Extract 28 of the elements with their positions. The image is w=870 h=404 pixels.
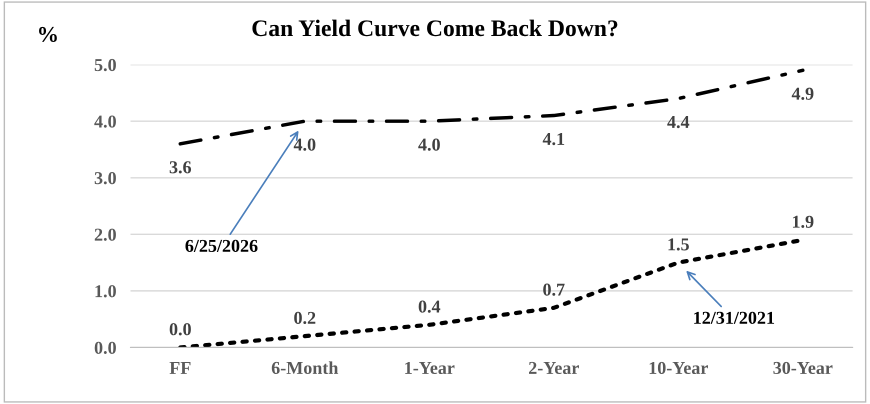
data-label: 4.0 bbox=[418, 138, 440, 151]
y-tick-label: 5.0 bbox=[94, 58, 116, 72]
y-axis-title: % bbox=[39, 26, 57, 42]
y-tick-label: 4.0 bbox=[94, 115, 116, 128]
data-label: 4.1 bbox=[542, 132, 564, 146]
data-label: 0.2 bbox=[294, 312, 316, 324]
y-tick-label: 1.0 bbox=[95, 285, 116, 298]
x-tick-label: 2-Year bbox=[528, 362, 579, 374]
x-tick-label: 6-Month bbox=[272, 361, 338, 374]
x-tick-label: 1-Year bbox=[405, 362, 454, 374]
text: 6/25/2026 bbox=[185, 240, 258, 252]
data-label: 1.5 bbox=[668, 238, 689, 251]
x-tick-label: 10-Year bbox=[650, 362, 708, 374]
y-tick-label: 3.0 bbox=[94, 172, 116, 184]
data-label: 4.0 bbox=[294, 138, 316, 151]
x-tick-label: 30-Year bbox=[773, 362, 832, 374]
data-label: 4.4 bbox=[667, 116, 690, 128]
data-label: 0.0 bbox=[170, 323, 191, 336]
data-label: 1.9 bbox=[792, 216, 814, 228]
x-tick-label: FF bbox=[170, 362, 190, 374]
data-label: 3.6 bbox=[170, 161, 192, 174]
data-label: 0.7 bbox=[543, 284, 565, 296]
y-tick-label: 2.0 bbox=[94, 228, 116, 241]
text: 12/31/2021 bbox=[694, 312, 774, 324]
chart-title: Can Yield Curve Come Back Down? bbox=[252, 20, 618, 36]
data-label: 0.4 bbox=[418, 300, 440, 313]
y-tick-label: 0.0 bbox=[94, 342, 116, 354]
data-label: 4.9 bbox=[792, 88, 814, 100]
